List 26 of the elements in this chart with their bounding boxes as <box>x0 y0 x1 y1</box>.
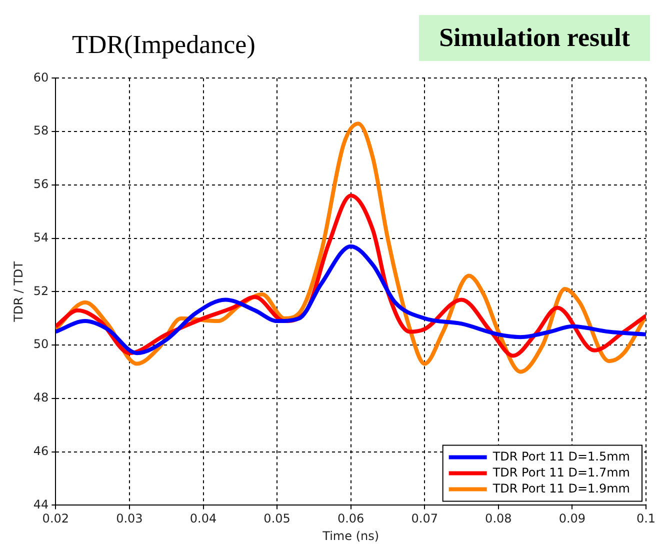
y-tick-label: 48 <box>33 390 49 405</box>
x-tick-label: 0.04 <box>190 512 217 526</box>
x-axis-title: Time (ns) <box>322 528 380 543</box>
y-tick-label: 50 <box>33 337 49 352</box>
y-tick-label: 44 <box>33 497 49 512</box>
y-tick-label: 56 <box>33 177 49 192</box>
legend-label: TDR Port 11 D=1.9mm <box>492 481 630 496</box>
y-tick-label: 58 <box>33 124 49 138</box>
y-axis-title: TDR / TDT <box>11 260 26 323</box>
y-tick-label: 52 <box>33 284 49 298</box>
line-series <box>56 244 646 356</box>
y-tick-label: 46 <box>33 444 49 458</box>
x-tick-label: 0.08 <box>485 512 512 526</box>
y-tick-label: 60 <box>33 70 49 84</box>
legend-label: TDR Port 11 D=1.7mm <box>492 465 630 480</box>
x-tick-label: 0.02 <box>42 512 70 526</box>
x-tick-label: 0.03 <box>116 512 143 526</box>
y-tick-label: 54 <box>33 230 49 244</box>
x-tick-label: 0.07 <box>411 512 438 526</box>
x-tick-label: 0.05 <box>264 512 290 526</box>
x-tick-label: 0.06 <box>337 512 364 526</box>
text: Simulation result <box>419 15 650 61</box>
chart-title: TDR(Impedance) <box>71 29 256 60</box>
legend-label: TDR Port 11 D=1.5mm <box>492 449 630 464</box>
x-tick-label: 0.09 <box>558 512 586 526</box>
x-tick-label: 0.1 <box>636 512 656 526</box>
